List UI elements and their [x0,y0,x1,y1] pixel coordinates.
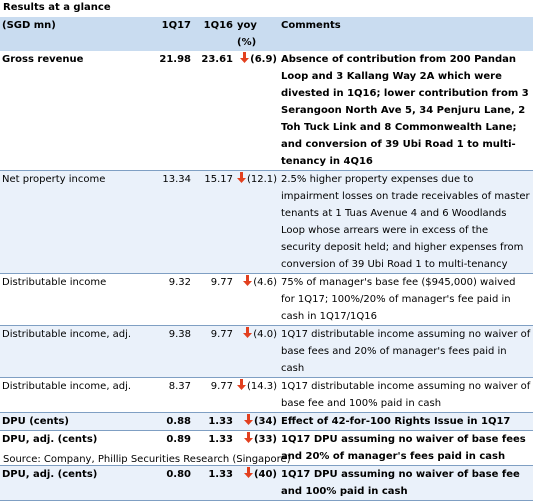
table-header-row: (SGD mn) 1Q17 1Q16 yoy (%) Comments [0,17,533,51]
row-comment: 75% of manager's base fee ($945,000) wai… [279,273,533,326]
row-1q17: 21.98 [145,51,193,171]
down-arrow-icon [243,327,253,338]
row-yoy-value: (4.0) [253,329,277,340]
row-1q16: 9.77 [193,377,235,413]
table-row: Net property income 13.34 15.17 (12.1) 2… [0,170,533,274]
table-row: DPU, adj. (cents) 0.89 1.33 (33) 1Q17 DP… [0,430,533,466]
results-table: (SGD mn) 1Q17 1Q16 yoy (%) Comments Gros… [0,17,533,501]
row-yoy-value: (34) [253,416,277,427]
row-comment: 1Q17 distributable income assuming no wa… [279,377,533,413]
header-metric: (SGD mn) [0,17,145,51]
down-arrow-icon [243,432,253,443]
row-yoy-value: (33) [253,434,277,445]
row-yoy-value: (4.6) [253,277,277,288]
row-metric: DPU, adj. (cents) [0,430,145,466]
table-row: Distributable income, adj. 8.37 9.77 (14… [0,377,533,413]
header-comments: Comments [279,17,533,51]
row-yoy-value: (12.1) [247,174,278,185]
table-row: DPU (cents) 0.88 1.33 (34) Effect of 42-… [0,412,533,431]
row-1q17: 9.32 [145,273,193,326]
header-yoy: yoy (%) [235,17,279,51]
row-1q16: 15.17 [193,170,235,274]
row-comment: 1Q17 DPU assuming no waiver of base fees… [279,430,533,466]
row-comment: Absence of contribution from 200 Pandan … [279,51,533,171]
row-metric: Gross revenue [0,51,145,171]
down-arrow-icon [240,52,250,63]
down-arrow-icon [243,414,253,425]
down-arrow-icon [243,467,253,478]
down-arrow-icon [237,379,246,390]
row-1q17: 0.89 [145,430,193,466]
row-yoy: (4.6) [235,273,279,326]
down-arrow-icon [237,172,246,183]
row-metric: Distributable income [0,273,145,326]
row-1q16: 1.33 [193,430,235,466]
row-1q17: 9.38 [145,325,193,378]
row-yoy: (12.1) [235,170,279,274]
table-row: Distributable income, adj. 9.38 9.77 (4.… [0,325,533,378]
row-1q17: 8.37 [145,377,193,413]
row-metric: Distributable income, adj. [0,325,145,378]
row-metric: Distributable income, adj. [0,377,145,413]
row-yoy: (34) [235,412,279,431]
row-yoy: (14.3) [235,377,279,413]
table-row: Distributable income 9.32 9.77 (4.6) 75%… [0,273,533,326]
table-title: Results at a glance [3,2,111,13]
row-1q17: 13.34 [145,170,193,274]
row-metric: DPU (cents) [0,412,145,431]
row-1q16: 1.33 [193,412,235,431]
header-1q17: 1Q17 [145,17,193,51]
table-row: Gross revenue 21.98 23.61 (6.9) Absence … [0,51,533,171]
row-1q17: 0.88 [145,412,193,431]
row-yoy-value: (14.3) [247,381,278,392]
row-1q16: 9.77 [193,273,235,326]
header-1q16: 1Q16 [193,17,235,51]
source-note: Source: Company, Phillip Securities Rese… [3,454,291,465]
row-comment: 2.5% higher property expenses due to imp… [279,170,533,274]
row-metric: Net property income [0,170,145,274]
row-comment: 1Q17 distributable income assuming no wa… [279,325,533,378]
row-yoy-value: (6.9) [250,54,277,65]
row-1q16: 9.77 [193,325,235,378]
row-yoy: (6.9) [235,51,279,171]
down-arrow-icon [243,275,253,286]
row-yoy: (4.0) [235,325,279,378]
row-comment: Effect of 42-for-100 Rights Issue in 1Q1… [279,412,533,431]
row-yoy: (33) [235,430,279,466]
row-1q16: 23.61 [193,51,235,171]
